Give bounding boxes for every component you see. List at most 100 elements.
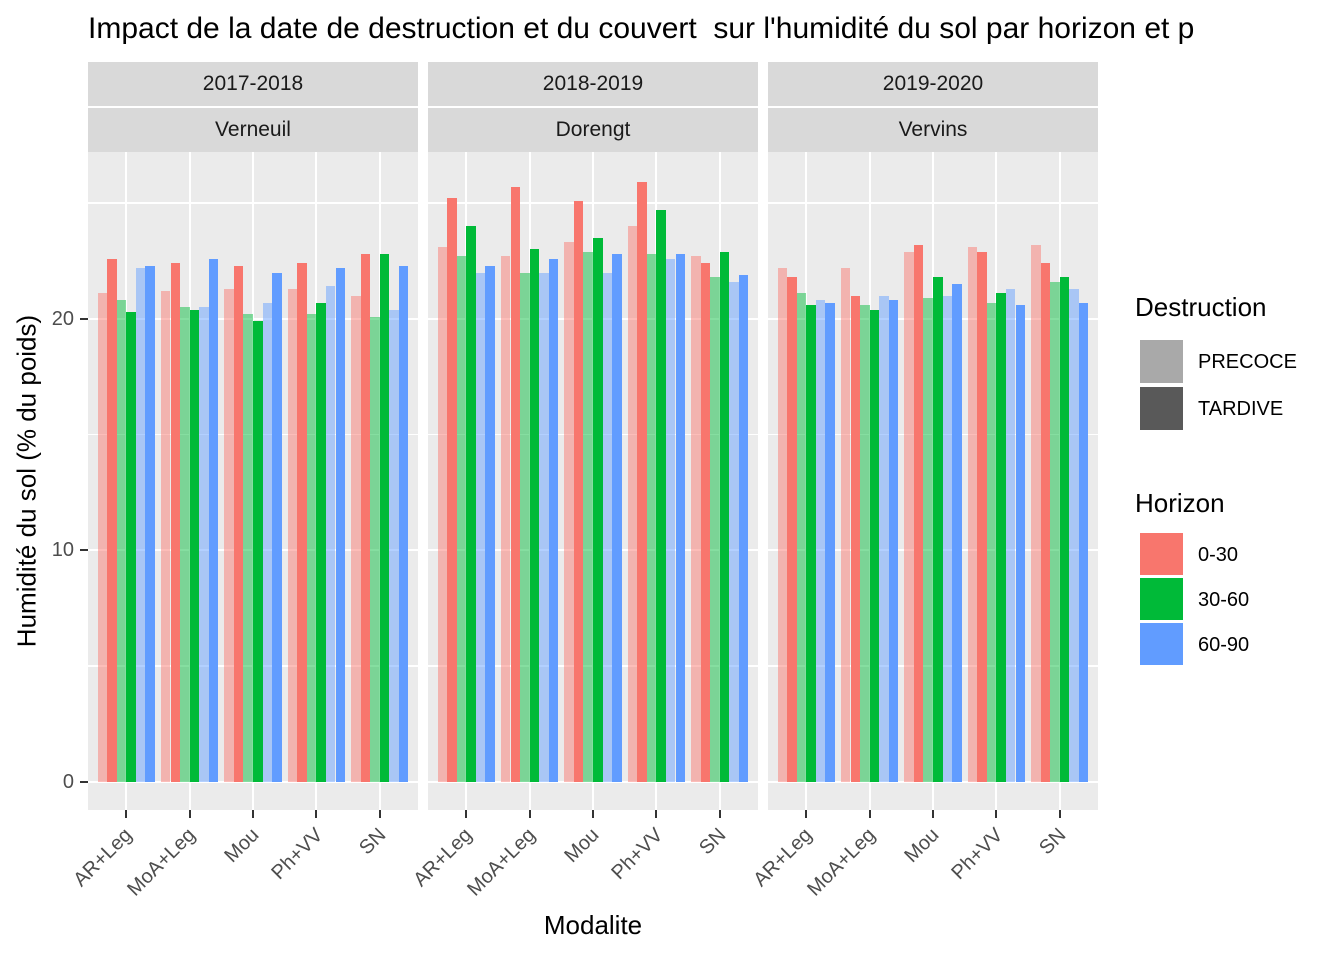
facet-panel (88, 152, 418, 810)
bar-AR+Leg-0-30 TARDIVE (107, 258, 117, 782)
bar-SN-30-60 TARDIVE (719, 251, 730, 782)
bar-Ph+VV-0-30 PRECOCE (967, 247, 978, 782)
bar-MoA+Leg-0-30 TARDIVE (850, 295, 861, 782)
bar-Ph+VV-0-30 PRECOCE (287, 288, 298, 782)
bar-MoA+Leg-60-90 PRECOCE (539, 272, 549, 782)
legend-title-horizon: Horizon (1135, 488, 1225, 518)
x-tick (718, 810, 721, 818)
bar-MoA+Leg-60-90 PRECOCE (879, 295, 889, 782)
bar-Mou-30-60 PRECOCE (243, 314, 253, 782)
legend-title-destruction: Destruction (1135, 292, 1267, 322)
x-tick-label: Mou (220, 824, 264, 868)
bar-Mou-60-90 TARDIVE (952, 284, 962, 782)
facet-strip-period: 2017-2018 (88, 62, 418, 106)
legend-label-precoce: PRECOCE (1198, 351, 1297, 373)
bar-Mou-30-60 TARDIVE (253, 321, 263, 782)
x-tick (805, 810, 808, 818)
bar-MoA+Leg-30-60 TARDIVE (869, 309, 880, 782)
legend-swatch-horizon-30-60 (1140, 578, 1183, 620)
bar-MoA+Leg-60-90 TARDIVE (548, 258, 559, 782)
bar-Ph+VV-0-30 TARDIVE (297, 263, 307, 782)
bar-Mou-0-30 TARDIVE (233, 265, 244, 782)
bar-Mou-0-30 PRECOCE (564, 242, 574, 782)
bar-Mou-0-30 PRECOCE (904, 251, 914, 782)
bar-Mou-60-90 PRECOCE (942, 295, 953, 782)
chart-title: Impact de la date de destruction et du c… (88, 12, 1195, 45)
bar-MoA+Leg-30-60 TARDIVE (529, 249, 540, 782)
facet-strip-period: 2018-2019 (428, 62, 758, 106)
bar-SN-0-30 PRECOCE (691, 256, 701, 782)
x-axis-title: Modalite (543, 910, 643, 940)
bar-AR+Leg-60-90 PRECOCE (475, 272, 486, 782)
bar-MoA+Leg-30-60 TARDIVE (189, 309, 200, 782)
x-tick-label: Ph+VV (267, 824, 328, 884)
bar-MoA+Leg-60-90 PRECOCE (199, 307, 209, 782)
bar-AR+Leg-60-90 PRECOCE (815, 300, 826, 782)
y-tick-label: 20 (51, 307, 74, 330)
bar-SN-0-30 PRECOCE (351, 295, 361, 782)
bar-AR+Leg-30-60 PRECOCE (796, 293, 807, 782)
bar-Ph+VV-60-90 PRECOCE (325, 286, 336, 782)
bar-AR+Leg-0-30 TARDIVE (787, 277, 797, 782)
bar-AR+Leg-60-90 PRECOCE (135, 267, 146, 782)
bar-Ph+VV-30-60 PRECOCE (646, 254, 657, 782)
x-tick (655, 810, 658, 818)
x-tick-label: SN (355, 824, 391, 860)
y-tick (80, 781, 88, 783)
y-tick-label: 0 (62, 771, 74, 793)
x-tick (995, 810, 998, 818)
x-tick (465, 810, 468, 818)
bar-Mou-60-90 TARDIVE (612, 254, 622, 782)
bar-Mou-30-60 TARDIVE (933, 277, 943, 782)
x-tick-label: Ph+VV (947, 824, 1008, 884)
bar-Ph+VV-0-30 TARDIVE (977, 251, 987, 782)
bar-Mou-60-90 PRECOCE (602, 272, 613, 782)
bar-Mou-30-60 PRECOCE (583, 251, 593, 782)
bar-MoA+Leg-0-30 PRECOCE (840, 267, 851, 782)
bar-SN-60-90 TARDIVE (1078, 302, 1089, 782)
bar-MoA+Leg-60-90 TARDIVE (208, 258, 219, 782)
bar-MoA+Leg-30-60 PRECOCE (180, 307, 190, 782)
bar-Mou-0-30 TARDIVE (573, 200, 584, 782)
bar-Ph+VV-60-90 PRECOCE (1005, 288, 1016, 782)
bar-Mou-30-60 TARDIVE (593, 237, 603, 782)
x-tick-label: MoA+Leg (803, 824, 881, 901)
bar-Mou-0-30 PRECOCE (224, 288, 234, 782)
bar-SN-30-60 TARDIVE (379, 254, 390, 782)
bar-SN-60-90 PRECOCE (389, 309, 399, 782)
bar-Ph+VV-30-60 TARDIVE (316, 302, 326, 782)
bar-AR+Leg-60-90 TARDIVE (825, 302, 835, 782)
bar-Ph+VV-30-60 TARDIVE (996, 293, 1006, 782)
x-tick (125, 810, 128, 818)
bar-SN-60-90 TARDIVE (738, 274, 749, 782)
bar-Ph+VV-0-30 TARDIVE (637, 182, 647, 782)
bar-AR+Leg-60-90 TARDIVE (485, 265, 495, 782)
legend-label-horizon-60-90: 60-90 (1198, 634, 1250, 656)
bar-Ph+VV-60-90 PRECOCE (665, 258, 676, 782)
bar-AR+Leg-30-60 TARDIVE (466, 226, 476, 782)
facet-panel (768, 152, 1098, 810)
bar-AR+Leg-30-60 TARDIVE (806, 305, 816, 782)
bar-AR+Leg-0-30 PRECOCE (777, 267, 788, 782)
bar-SN-30-60 TARDIVE (1059, 277, 1070, 782)
bar-SN-30-60 PRECOCE (1050, 281, 1060, 782)
bar-AR+Leg-0-30 PRECOCE (97, 293, 108, 782)
x-tick (932, 810, 934, 818)
bar-AR+Leg-30-60 PRECOCE (456, 256, 467, 782)
bar-Ph+VV-60-90 TARDIVE (1015, 305, 1026, 782)
x-tick (252, 810, 254, 818)
bar-Ph+VV-60-90 TARDIVE (675, 254, 686, 782)
bar-AR+Leg-0-30 PRECOCE (437, 247, 448, 782)
bar-SN-60-90 TARDIVE (398, 265, 409, 782)
x-tick-label: Mou (560, 824, 604, 868)
bar-Ph+VV-0-30 PRECOCE (627, 226, 638, 782)
legend-label-tardive: TARDIVE (1198, 398, 1284, 420)
bar-Mou-60-90 PRECOCE (262, 302, 273, 782)
facet-strip-site: Dorengt (428, 108, 758, 152)
bar-Ph+VV-60-90 TARDIVE (335, 267, 346, 782)
facet-strip-site: Verneuil (88, 108, 418, 152)
legend-swatch-horizon-60-90 (1140, 623, 1183, 665)
bar-SN-0-30 TARDIVE (360, 254, 371, 782)
x-tick-label: Mou (900, 824, 944, 868)
